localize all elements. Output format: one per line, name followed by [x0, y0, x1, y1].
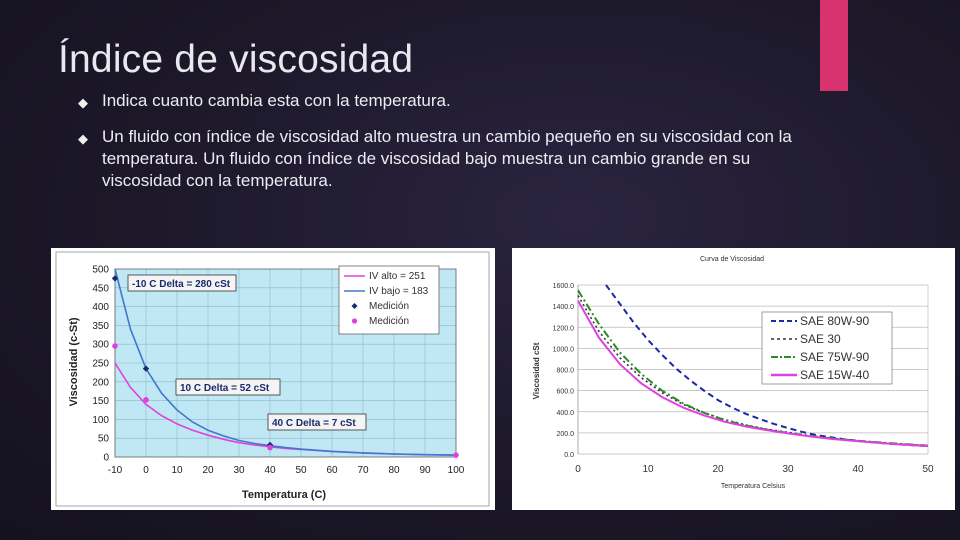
- legend-label: Medición: [369, 316, 409, 327]
- annotation-box: [267, 413, 367, 431]
- y-tick-label: 150: [92, 396, 109, 407]
- y-tick-label: 600.0: [556, 389, 574, 396]
- slide-title: Índice de viscosidad: [58, 38, 414, 81]
- y-tick-label: 1400.0: [553, 304, 575, 311]
- measurement-point: [111, 275, 119, 282]
- accent-bar: [820, 0, 848, 91]
- legend-label: SAE 15W-40: [800, 368, 869, 382]
- x-tick-label: 0: [575, 464, 581, 475]
- annotation-label: -10 C Delta = 280 cSt: [132, 279, 231, 290]
- legend-label: IV alto = 251: [369, 271, 426, 282]
- x-tick-label: 70: [357, 465, 369, 476]
- chart-legend: SAE 80W-90 SAE 30 SAE 75W-90 SAE 15W-40: [761, 311, 893, 385]
- x-tick-label: 30: [782, 464, 794, 475]
- x-axis-label: Temperatura Celsius: [721, 483, 786, 490]
- viscosity-curve-chart-svg: Curva de Viscosidad 0.0 200.0 400.0 600.0 80…: [532, 256, 934, 490]
- y-tick-label: 800.0: [556, 368, 574, 375]
- y-tick-label: 200.0: [556, 431, 574, 438]
- y-tick-label: 400: [92, 302, 109, 313]
- legend-label: SAE 80W-90: [800, 314, 869, 328]
- y-tick-label: 200: [92, 377, 109, 388]
- x-tick-label: 20: [202, 465, 214, 476]
- arrow-bullet-icon: ◆: [78, 95, 88, 110]
- y-tick-label: 50: [98, 434, 110, 445]
- y-axis-label: Viscosidad (c-St): [68, 317, 80, 406]
- measurement-point: [143, 397, 149, 403]
- x-tick-label: 10: [171, 465, 183, 476]
- x-tick-label: 30: [233, 465, 245, 476]
- bullet-list: ◆ Indica cuanto cambia esta con la tempe…: [78, 90, 798, 206]
- x-tick-label: 80: [388, 465, 400, 476]
- bullet-text: Indica cuanto cambia esta con la tempera…: [102, 91, 451, 110]
- chart-legend: IV alto = 251 IV bajo = 183 Medición Med…: [338, 265, 440, 335]
- measurement-point: [453, 452, 459, 458]
- y-axis-label: Viscosidad cSt: [532, 342, 541, 399]
- measurement-point: [267, 444, 273, 451]
- x-tick-label: -10: [108, 465, 123, 476]
- bullet-text: Un fluido con índice de viscosidad alto …: [102, 127, 792, 190]
- y-tick-label: 300: [92, 340, 109, 351]
- x-tick-label: 0: [143, 465, 149, 476]
- bullet-item: ◆ Un fluido con índice de viscosidad alt…: [78, 126, 798, 192]
- annotation-box: [127, 274, 237, 292]
- legend-label: SAE 75W-90: [800, 350, 869, 364]
- legend-swatch: [351, 318, 358, 324]
- annotation-box: [175, 378, 281, 396]
- y-tick-label: 450: [92, 283, 109, 294]
- legend-label: Medición: [369, 301, 409, 312]
- x-tick-label: 20: [712, 464, 724, 475]
- y-tick-label: 100: [92, 415, 109, 426]
- series-line: [114, 268, 457, 456]
- x-tick-label: 50: [922, 464, 934, 475]
- viscosity-index-chart: 0 50 100 150 200 250 300 350 400 450 500 -10 0 10 20 30…: [51, 248, 495, 510]
- series-line: [577, 300, 929, 448]
- measurement-point: [142, 365, 150, 372]
- y-tick-label: 0.0: [564, 452, 574, 459]
- x-tick-label: 10: [642, 464, 654, 475]
- legend-label: SAE 30: [800, 332, 841, 346]
- y-tick-label: 0: [103, 453, 109, 464]
- viscosity-curve-chart: Curva de Viscosidad 0.0 200.0 400.0 600.0 80…: [512, 248, 955, 510]
- x-tick-label: 40: [852, 464, 864, 475]
- y-tick-label: 1600.0: [553, 283, 575, 290]
- x-tick-label: 50: [295, 465, 307, 476]
- y-tick-label: 1200.0: [553, 325, 575, 332]
- y-tick-label: 400.0: [556, 410, 574, 417]
- y-tick-label: 500: [92, 265, 109, 276]
- legend-swatch: [351, 303, 358, 309]
- annotation-label: 40 C Delta = 7 cSt: [272, 418, 356, 429]
- annotation-label: 10 C Delta = 52 cSt: [180, 383, 270, 394]
- y-tick-label: 1000.0: [553, 346, 575, 353]
- legend-label: IV bajo = 183: [369, 286, 429, 297]
- x-tick-label: 60: [326, 465, 338, 476]
- arrow-bullet-icon: ◆: [78, 131, 88, 146]
- y-tick-label: 250: [92, 359, 109, 370]
- x-tick-label: 40: [264, 465, 276, 476]
- y-tick-label: 350: [92, 321, 109, 332]
- x-tick-label: 100: [448, 465, 465, 476]
- x-axis-label: Temperatura (C): [242, 489, 326, 501]
- chart-title: Curva de Viscosidad: [700, 256, 764, 263]
- x-tick-label: 90: [419, 465, 431, 476]
- bullet-item: ◆ Indica cuanto cambia esta con la tempe…: [78, 90, 798, 112]
- measurement-point: [112, 343, 118, 349]
